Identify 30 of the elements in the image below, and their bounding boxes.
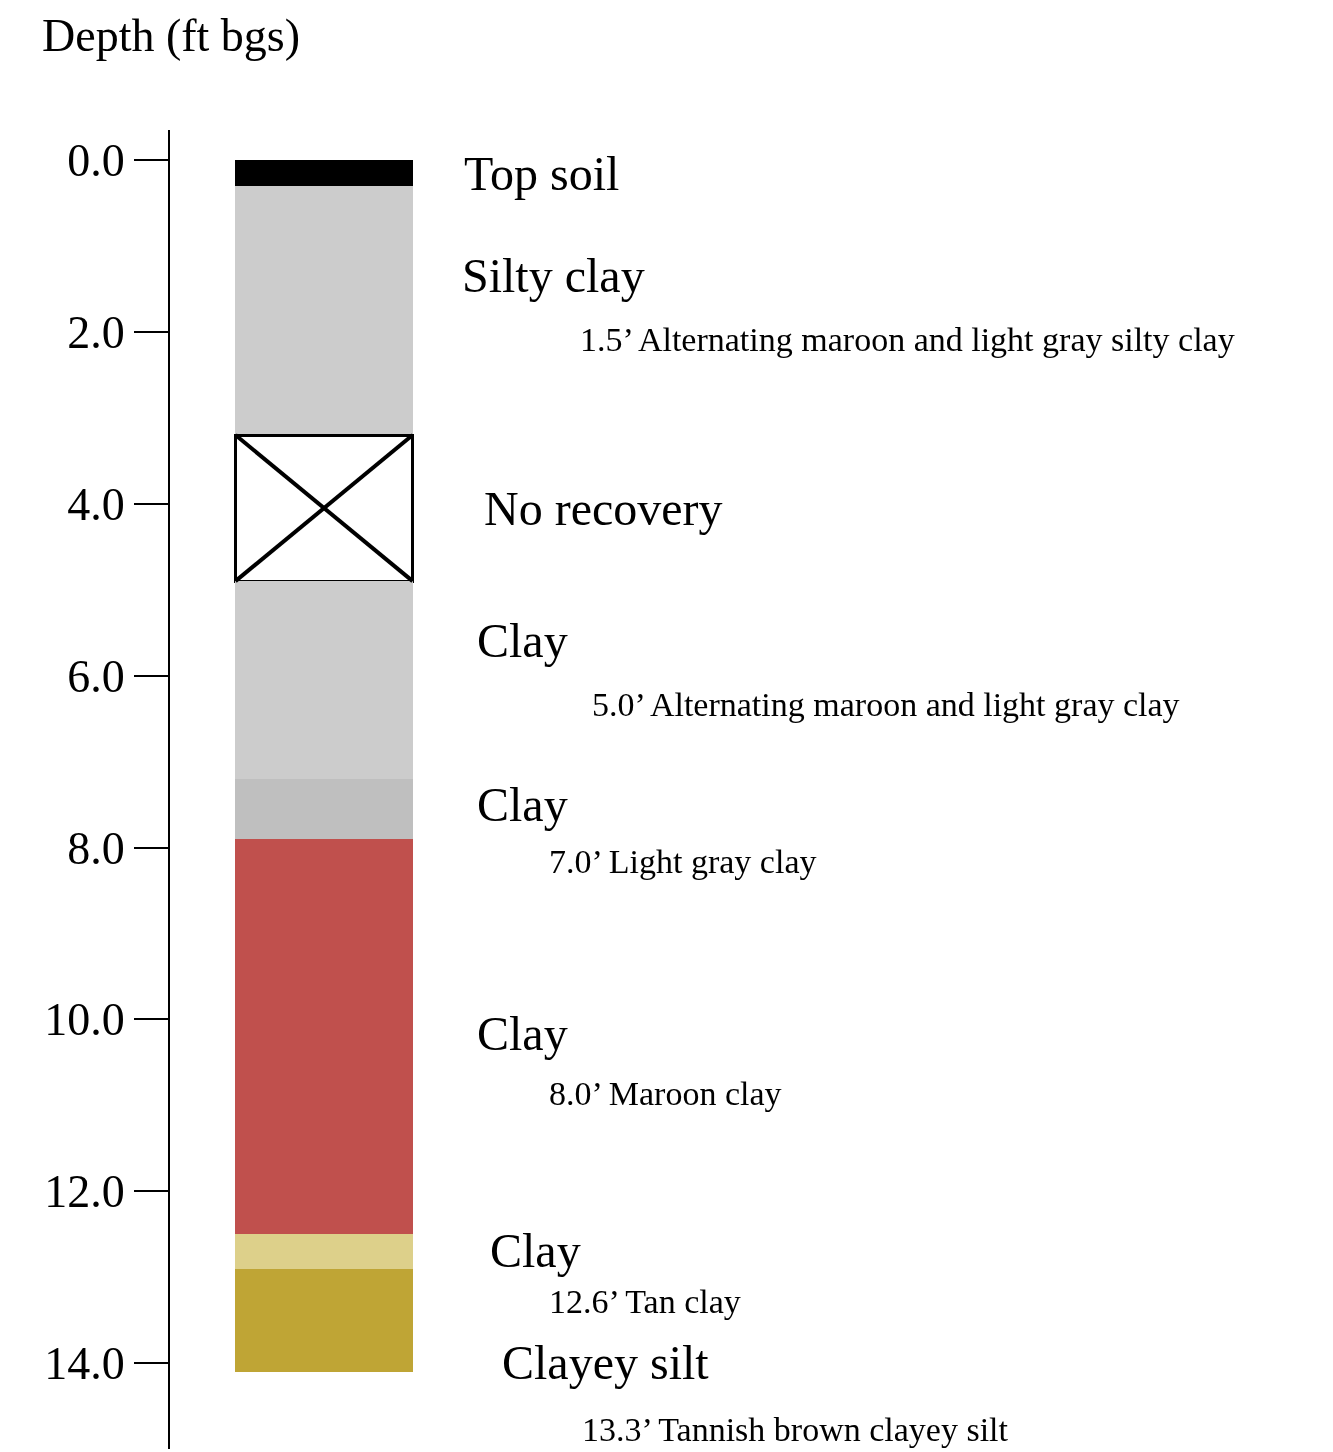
text: 8.0’ Maroon clay	[549, 1075, 782, 1112]
y-tick-label: 0.0	[67, 135, 125, 187]
y-tick-label: 4.0	[67, 478, 125, 530]
y-tick-label: 10.0	[44, 994, 125, 1046]
bar	[235, 778, 413, 839]
bar	[235, 185, 413, 436]
bar	[235, 1268, 413, 1372]
y-tick-label: 12.0	[44, 1166, 125, 1218]
series-label: Top soil	[464, 147, 620, 200]
bar	[235, 838, 413, 1235]
series-label: No recovery	[484, 482, 723, 535]
bar	[235, 581, 413, 779]
text: 1.5’ Alternating maroon and light gray silty clay	[580, 321, 1235, 358]
series-label: Clayey silt	[502, 1336, 710, 1389]
series-label: Clay	[477, 614, 568, 667]
series-label: Clay	[477, 778, 568, 831]
text: 12.6’ Tan clay	[549, 1283, 741, 1320]
series-label: Clay	[477, 1007, 568, 1060]
text: 13.3’ Tannish brown clayey silt	[582, 1411, 1009, 1448]
bar	[235, 1234, 413, 1269]
y-tick-label: 6.0	[67, 650, 125, 702]
series-label: Clay	[490, 1224, 581, 1277]
y-tick-label: 8.0	[67, 822, 125, 874]
y-tick-label: 2.0	[67, 307, 125, 359]
text: 5.0’ Alternating maroon and light gray clay	[592, 686, 1180, 723]
bar	[235, 160, 413, 186]
y-axis-title: Depth (ft bgs)	[42, 10, 301, 61]
series-label: Silty clay	[462, 249, 645, 302]
y-tick-label: 14.0	[44, 1338, 125, 1390]
text: 7.0’ Light gray clay	[549, 843, 817, 880]
